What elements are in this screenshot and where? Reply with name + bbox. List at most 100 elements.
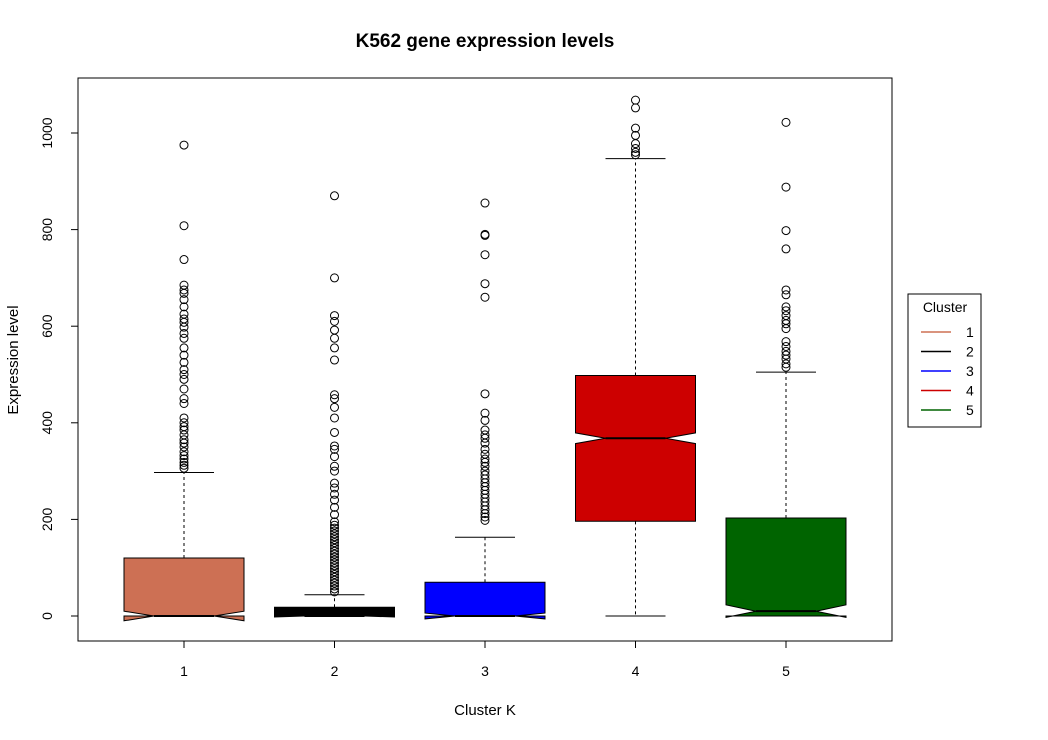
outlier-point [480,509,490,519]
outlier-point [480,279,490,289]
outlier-point [179,333,189,343]
boxes-layer [123,95,847,622]
outlier-point [781,244,791,254]
outlier-point [330,325,339,335]
outlier-point [781,117,791,127]
outlier-point [330,394,339,404]
outlier-point [330,316,339,326]
outlier-point [781,337,791,347]
outlier-point [330,413,339,423]
outlier-point [480,389,490,399]
y-axis: 0 200 400 600 800 1000 [39,117,79,620]
outlier-point [781,306,791,316]
outlier-point [631,150,640,160]
outlier-point [179,438,189,448]
outlier-point [330,581,339,591]
outlier-point [179,430,189,440]
outlier-point [330,532,339,542]
outlier-point [330,578,339,588]
outlier-point [330,538,339,548]
outlier-point [781,285,791,295]
outlier-point [781,302,791,312]
outlier-point [330,502,339,512]
outlier-point [631,147,640,157]
outlier-point [781,319,791,329]
outlier-point [781,324,791,334]
outlier-point [179,288,189,298]
outlier-point [330,441,339,451]
outlier-point [330,444,339,454]
outlier-point [330,558,339,568]
outlier-point [179,357,189,367]
notched-box [725,517,847,619]
legend-label: 2 [966,344,974,360]
outlier-point [179,280,189,290]
outlier-point [330,402,339,412]
box-cluster-4 [575,95,696,617]
outlier-point [631,143,640,153]
box-cluster-5 [725,117,847,619]
outlier-point [179,451,189,461]
outlier-point [179,418,189,428]
x-tick-label: 1 [180,663,188,679]
outlier-point [330,584,339,594]
outlier-point [179,398,189,408]
outlier-point [480,512,490,522]
y-tick-label: 200 [39,508,55,532]
outlier-point [179,384,189,394]
outlier-point [631,139,640,149]
outlier-point [330,529,339,539]
outlier-point [179,221,189,231]
chart-title: K562 gene expression levels [356,31,615,52]
y-tick-label: 800 [39,218,55,242]
outlier-point [781,226,791,236]
outlier-point [330,564,339,574]
outlier-point [330,343,339,353]
outlier-point [179,435,189,445]
box-cluster-2 [274,191,395,618]
outlier-point [781,362,791,372]
outlier-point [781,311,791,321]
outlier-point [179,328,189,338]
box-cluster-1 [123,140,245,622]
outlier-point [330,311,339,321]
outlier-point [179,255,189,265]
outlier-point [480,425,490,435]
outlier-point [480,198,490,208]
x-axis: 1 2 3 4 5 [180,640,790,679]
outlier-point [179,317,189,327]
outlier-point [480,444,490,454]
outlier-point [631,95,640,105]
outlier-point [179,442,189,452]
outlier-point [330,466,339,476]
x-tick-label: 5 [782,663,790,679]
outlier-point [330,535,339,545]
outlier-point [330,461,339,471]
outlier-point [330,390,339,400]
outlier-point [330,191,339,201]
outlier-point [330,489,339,499]
outlier-point [330,520,339,530]
outlier-point [631,123,640,133]
outlier-point [480,230,490,240]
x-tick-label: 4 [632,663,640,679]
outlier-point [330,517,339,527]
outlier-point [179,295,189,305]
outlier-point [330,495,339,505]
outlier-point [330,523,339,533]
outlier-point [330,549,339,559]
x-axis-label: Cluster K [454,702,516,719]
notched-box [274,606,395,618]
y-tick-label: 400 [39,411,55,435]
notched-box [123,557,245,622]
outlier-point [480,505,490,515]
outlier-point [330,575,339,585]
outlier-point [480,457,490,467]
outlier-point [781,182,791,192]
outlier-point [179,302,189,312]
outlier-point [179,374,189,384]
outlier-point [330,569,339,579]
legend-label: 3 [966,363,974,379]
outlier-point [781,350,791,360]
